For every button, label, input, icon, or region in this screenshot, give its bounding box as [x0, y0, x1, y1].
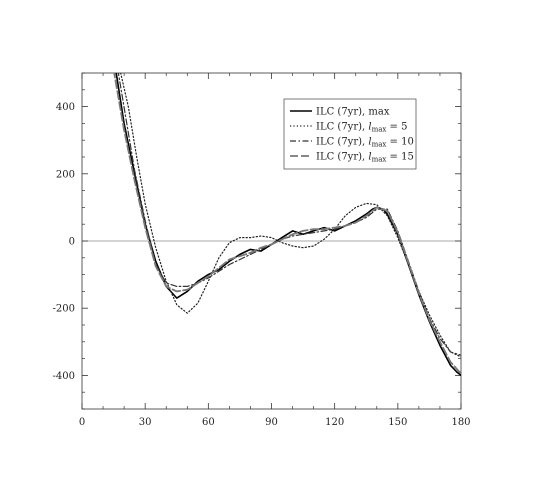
- legend-label-4: ILC (7yr), lmax = 15: [316, 152, 414, 164]
- x-tick-label: 0: [79, 417, 85, 428]
- x-tick-label: 150: [388, 417, 407, 428]
- x-tick-label: 90: [265, 417, 278, 428]
- legend-label-2: ILC (7yr), lmax = 5: [316, 122, 407, 134]
- series-line-4: [113, 73, 461, 375]
- series-layer: [113, 73, 461, 377]
- legend-label-3: ILC (7yr), lmax = 10: [316, 137, 414, 149]
- y-tick-label: 400: [56, 102, 75, 113]
- y-tick-label: -400: [53, 371, 75, 382]
- legend: ILC (7yr), max ILC (7yr), lmax = 5 ILC (7y…: [283, 98, 417, 170]
- x-tick-label: 180: [451, 417, 470, 428]
- y-tick-label: -200: [53, 304, 75, 315]
- y-tick-label: 0: [69, 237, 75, 248]
- y-tick-label: 200: [56, 169, 75, 180]
- legend-label-1: ILC (7yr), max: [316, 107, 390, 118]
- x-tick-label: 120: [325, 417, 344, 428]
- x-tick-label: 30: [139, 417, 152, 428]
- x-tick-label: 60: [202, 417, 215, 428]
- axes: 0 30 60 90 120 150 180 400 200 0 -200 -400: [53, 72, 471, 428]
